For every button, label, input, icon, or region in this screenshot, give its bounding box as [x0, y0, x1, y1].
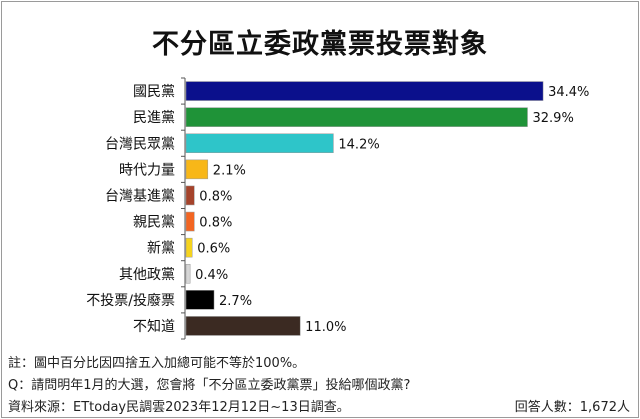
respondent-count: 回答人數：1,672人 — [514, 400, 630, 415]
value-label: 0.8% — [199, 216, 232, 231]
bar — [185, 316, 301, 336]
value-label: 0.4% — [195, 268, 228, 283]
bar — [185, 237, 193, 258]
survey-question: Q：請問明年1月的大選，您會將「不分區立委政黨票」投給哪個政黨? — [8, 378, 411, 393]
bar — [185, 81, 544, 101]
category-label: 親民黨 — [133, 215, 175, 231]
category-label: 新黨 — [147, 241, 175, 257]
category-label: 民進黨 — [133, 110, 175, 126]
data-source: 資料來源：ETtoday民調雲2023年12月12日~13日調查。 — [8, 400, 350, 415]
bar — [185, 185, 195, 206]
category-label: 不投票/投廢票 — [86, 292, 175, 309]
value-label: 0.8% — [199, 189, 232, 204]
value-label: 32.9% — [533, 111, 574, 126]
category-label: 其他政黨 — [119, 267, 175, 283]
category-label: 國民黨 — [133, 84, 175, 100]
bar — [185, 264, 191, 284]
value-label: 0.6% — [197, 242, 230, 257]
value-label: 2.7% — [219, 294, 252, 309]
category-label: 台灣民眾黨 — [105, 136, 175, 152]
value-label: 11.0% — [305, 320, 346, 335]
bar — [185, 159, 209, 180]
value-label: 2.1% — [213, 163, 246, 178]
footnote: 註：圖中百分比因四捨五入加總可能不等於100%。 — [8, 356, 306, 371]
bar — [185, 290, 215, 310]
category-label: 不知道 — [133, 318, 175, 335]
bar — [185, 211, 195, 232]
category-label: 時代力量 — [119, 162, 175, 178]
bar — [185, 107, 528, 127]
value-label: 34.4% — [548, 85, 589, 100]
value-label: 14.2% — [338, 137, 379, 152]
bar — [185, 133, 334, 153]
chart-title: 不分區立委政黨票投票對象 — [152, 29, 488, 60]
category-label: 台灣基進黨 — [105, 187, 175, 204]
